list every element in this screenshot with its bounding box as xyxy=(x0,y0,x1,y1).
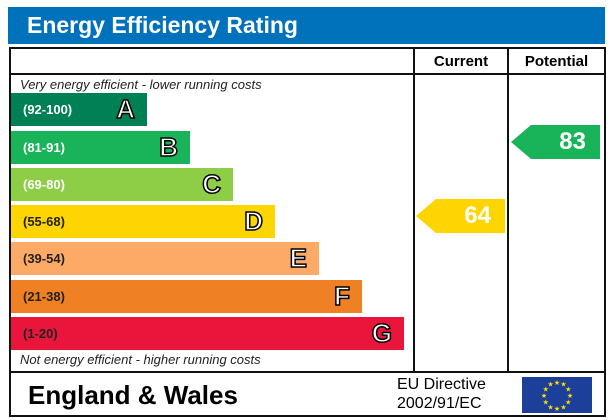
current-rating-arrow: 64 xyxy=(416,199,505,233)
eu-directive: EU Directive 2002/91/EC xyxy=(397,375,486,413)
band-range: (81-91) xyxy=(23,140,65,155)
band-range: (69-80) xyxy=(23,177,65,192)
band-g: (1-20) G xyxy=(11,317,404,350)
svg-text:★: ★ xyxy=(543,399,549,407)
bottom-note: Not energy efficient - higher running co… xyxy=(20,352,261,367)
svg-text:★: ★ xyxy=(554,405,560,413)
potential-rating-arrow: 83 xyxy=(511,125,600,159)
band-letter: B xyxy=(158,131,178,163)
svg-text:★: ★ xyxy=(541,392,547,400)
divider xyxy=(9,371,606,373)
potential-header: Potential xyxy=(524,53,589,70)
svg-text:★: ★ xyxy=(547,381,553,389)
svg-text:★: ★ xyxy=(547,403,553,411)
band-range: (92-100) xyxy=(23,102,73,117)
svg-text:★: ★ xyxy=(565,386,571,394)
divider xyxy=(9,73,606,75)
svg-text:★: ★ xyxy=(560,403,566,411)
current-header: Current xyxy=(433,53,489,70)
band-e: (39-54) E xyxy=(11,242,319,275)
band-letter: F xyxy=(333,280,350,312)
band-range: (1-20) xyxy=(23,326,58,341)
band-b: (81-91) B xyxy=(11,131,190,164)
band-letter: A xyxy=(115,93,135,125)
band-f: (21-38) F xyxy=(11,280,362,313)
svg-text:★: ★ xyxy=(567,392,573,400)
potential-rating-value: 83 xyxy=(559,128,586,155)
region-label: England & Wales xyxy=(28,380,238,410)
top-note: Very energy efficient - lower running co… xyxy=(20,77,262,92)
band-c: (69-80) C xyxy=(11,168,233,201)
band-letter: E xyxy=(289,242,308,274)
band-letter: C xyxy=(201,168,221,200)
band-a: (92-100) A xyxy=(11,93,147,126)
svg-text:★: ★ xyxy=(565,399,571,407)
eu-flag-icon: ★ ★ ★ ★ ★ ★ ★ ★ ★ ★ ★ ★ xyxy=(522,377,592,413)
band-range: (21-38) xyxy=(23,289,65,304)
divider xyxy=(507,47,509,373)
page-title: Energy Efficiency Rating xyxy=(8,7,605,44)
svg-text:★: ★ xyxy=(560,381,566,389)
directive-line1: EU Directive xyxy=(397,376,486,393)
rating-table xyxy=(9,47,606,417)
band-d: (55-68) D xyxy=(11,205,275,238)
band-letter: D xyxy=(243,205,263,237)
band-letter: G xyxy=(371,317,393,349)
current-rating-value: 64 xyxy=(464,202,491,229)
svg-text:★: ★ xyxy=(554,379,560,387)
band-range: (55-68) xyxy=(23,214,65,229)
directive-line2: 2002/91/EC xyxy=(397,395,482,412)
band-range: (39-54) xyxy=(23,251,65,266)
svg-text:★: ★ xyxy=(543,386,549,394)
divider xyxy=(413,47,415,373)
